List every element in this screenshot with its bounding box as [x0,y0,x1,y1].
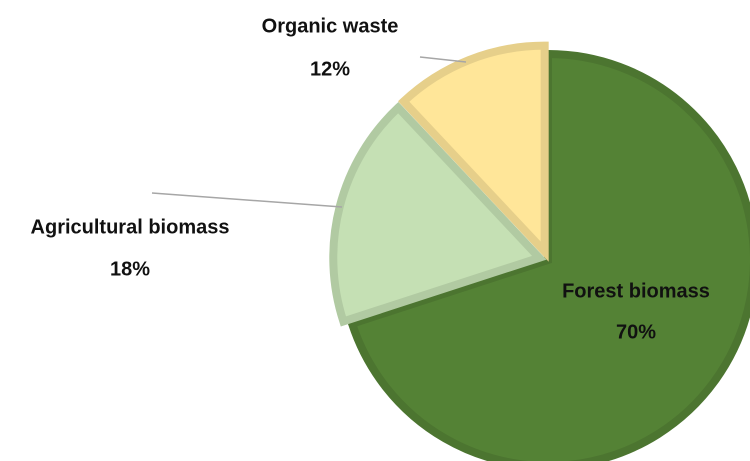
leader-line [151,192,343,208]
pie-slice [398,41,549,262]
slice-label: Agricultural biomass [31,216,230,238]
leader-line [419,56,467,63]
slice-value-label: 70% [616,321,656,343]
slices [329,41,750,461]
pie-slice [347,49,750,461]
slice-value-label: 18% [110,258,150,280]
slice-label: Organic waste [262,15,399,37]
slice-value-label: 12% [310,58,350,80]
slice-label: Forest biomass [562,280,710,302]
